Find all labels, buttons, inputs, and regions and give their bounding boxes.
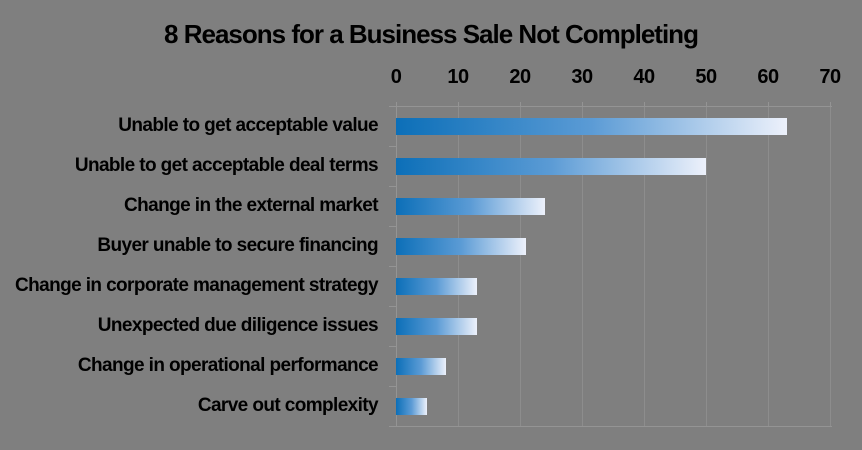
y-axis-tick — [389, 146, 396, 147]
x-axis-tick — [396, 102, 397, 106]
y-axis-tick — [389, 266, 396, 267]
y-axis-tick — [389, 306, 396, 307]
bar — [396, 277, 477, 295]
chart-title: 8 Reasons for a Business Sale Not Comple… — [164, 19, 699, 49]
x-axis-tick-label: 20 — [509, 66, 531, 88]
bar — [396, 157, 706, 175]
x-axis-tick-label: 40 — [633, 66, 655, 88]
x-gridline — [706, 106, 707, 426]
category-label: Unable to get acceptable value — [118, 115, 378, 136]
x-axis-tick — [520, 102, 521, 106]
x-axis-tick-label: 70 — [819, 66, 841, 88]
x-gridline — [582, 106, 583, 426]
category-label: Unable to get acceptable deal terms — [74, 155, 379, 176]
x-axis-tick — [830, 102, 831, 106]
category-label: Unexpected due diligence issues — [97, 315, 379, 336]
y-axis-tick — [389, 346, 396, 347]
y-axis-tick — [389, 226, 396, 227]
y-axis-tick — [389, 186, 396, 187]
x-axis-tick — [706, 102, 707, 106]
x-axis-tick — [458, 102, 459, 106]
y-axis-tick — [389, 426, 396, 427]
category-label: Carve out complexity — [197, 395, 379, 416]
x-axis-line — [390, 106, 832, 107]
x-axis-tick-label: 50 — [695, 66, 717, 88]
bar — [396, 317, 477, 335]
x-axis-tick — [582, 102, 583, 106]
x-axis-tick-label: 60 — [757, 66, 779, 88]
category-label: Change in the external market — [124, 195, 379, 216]
category-label: Change in operational performance — [77, 355, 379, 376]
bar — [396, 197, 545, 215]
x-gridline — [644, 106, 645, 426]
y-axis-tick — [389, 106, 396, 107]
bar — [396, 397, 427, 415]
x-axis-tick — [768, 102, 769, 106]
x-axis-tick-label: 0 — [390, 66, 402, 88]
x-axis-tick — [644, 102, 645, 106]
x-gridline — [830, 106, 831, 426]
bar — [396, 357, 446, 375]
category-label: Buyer unable to secure financing — [97, 235, 378, 256]
x-axis-tick-label: 30 — [571, 66, 593, 88]
x-axis-tick-label: 10 — [447, 66, 469, 88]
x-gridline — [520, 106, 521, 426]
x-gridline — [458, 106, 459, 426]
bar — [396, 117, 787, 135]
category-label: Change in corporate management strategy — [14, 275, 379, 296]
x-gridline — [768, 106, 769, 426]
plot-bottom-line — [390, 426, 832, 427]
y-axis-line — [396, 106, 397, 426]
y-axis-tick — [389, 386, 396, 387]
bar — [396, 237, 527, 255]
